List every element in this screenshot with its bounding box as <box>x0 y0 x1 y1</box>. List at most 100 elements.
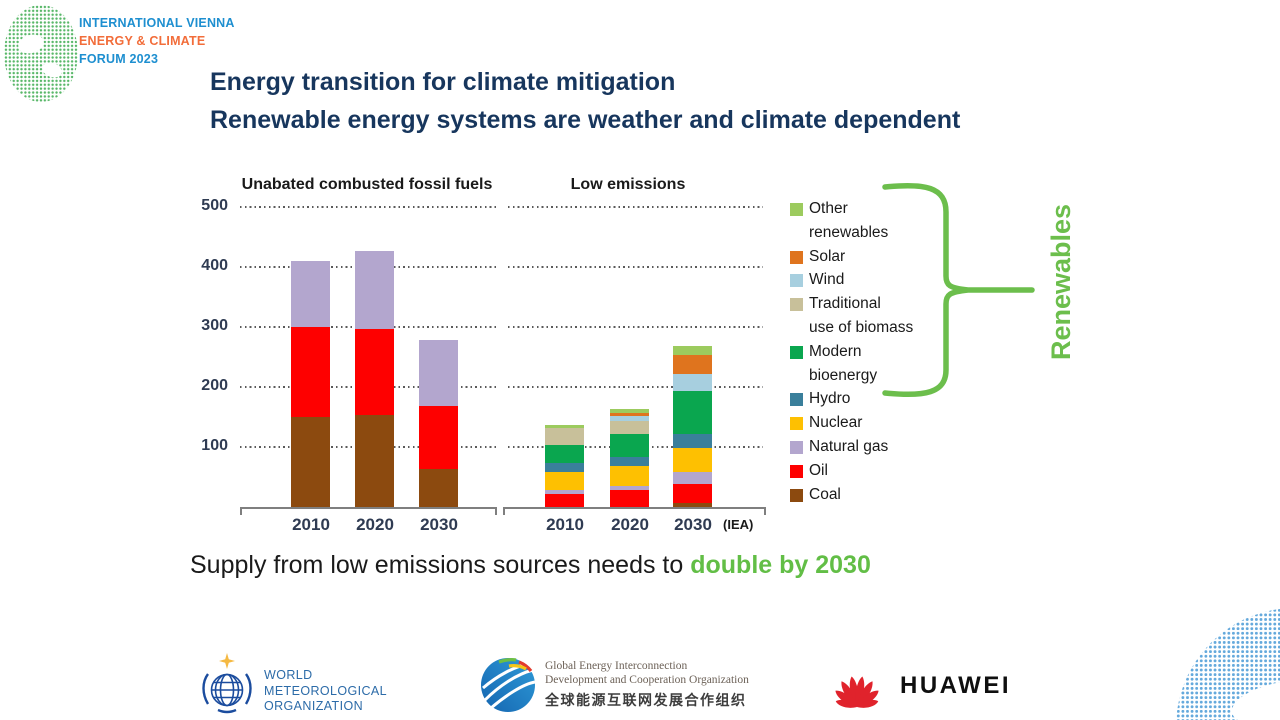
legend-item-hydro: Hydro <box>790 387 940 411</box>
y-axis-tick-300: 300 <box>201 317 228 334</box>
statement: Supply from low emissions sources needs … <box>190 551 871 580</box>
bar-segment-natural_gas <box>419 340 458 407</box>
bar-segment-coal <box>291 417 330 507</box>
y-axis-tick-100: 100 <box>201 437 228 454</box>
legend-item-wind: Wind <box>790 268 940 292</box>
globe-patch <box>40 60 64 80</box>
gridline-400 <box>508 266 763 268</box>
legend-swatch-wind <box>790 274 803 288</box>
statement-highlight: double by 2030 <box>690 551 871 579</box>
energy-supply-chart: (IEA) 500 400 300 200 100 Unabated combusted … <box>195 170 795 555</box>
wmo-emblem-icon <box>202 653 252 714</box>
renewables-label: Renewables <box>1046 203 1076 360</box>
legend-label-nuclear: Nuclear <box>809 414 863 432</box>
geidco-line1: Global Energy Interconnection <box>545 660 688 672</box>
legend-label-solar: Solar <box>809 247 846 265</box>
legend-swatch-solar <box>790 250 803 264</box>
bar-segment-natural_gas <box>673 471 712 485</box>
x-axis-baseline-1 <box>503 507 766 515</box>
legend-item-solar: Solar <box>790 245 940 269</box>
legend-item-nuclear: Nuclear <box>790 411 940 435</box>
x-axis-baseline-0 <box>240 507 497 515</box>
bar-segment-modern_bioenergy <box>545 444 584 464</box>
huawei-flower-icon <box>835 676 879 708</box>
geidco-globe-icon <box>481 658 536 712</box>
slide-title-line1: Energy transition for climate mitigation <box>210 68 676 96</box>
x-axis-label-2020: 2020 <box>356 515 394 534</box>
x-axis-label-2020: 2020 <box>611 515 649 534</box>
legend-item-coal: Coal <box>790 483 940 507</box>
bar-segment-coal <box>673 503 712 507</box>
geidco-logo: Global Energy Interconnection Developmen… <box>479 656 749 714</box>
forum-logo-text: INTERNATIONAL VIENNA ENERGY & CLIMATE FO… <box>79 14 235 68</box>
legend-item-oil: Oil <box>790 459 940 483</box>
globe-patch <box>16 31 46 57</box>
legend-swatch-natural_gas <box>790 440 803 454</box>
bar-segment-nuclear <box>673 447 712 472</box>
bar-segment-hydro <box>610 457 649 467</box>
legend-label-hydro: Hydro <box>809 390 851 408</box>
forum-logo-line2: ENERGY & CLIMATE <box>79 34 206 48</box>
globe-patch <box>1227 673 1280 720</box>
legend-swatch-oil <box>790 464 803 478</box>
stacked-bar-2020 <box>355 251 394 507</box>
bar-segment-natural_gas <box>610 486 649 490</box>
bar-segment-natural_gas <box>545 489 584 494</box>
bar-segment-other_renewables <box>610 409 649 414</box>
bar-segment-natural_gas <box>355 251 394 330</box>
bar-segment-solar <box>673 354 712 374</box>
bar-segment-coal <box>419 469 458 507</box>
forum-globe-icon <box>4 5 78 102</box>
stacked-bar-2030 <box>673 345 712 507</box>
y-axis-tick-500: 500 <box>201 197 228 214</box>
legend-item-modern_bioenergy: Modern bioenergy <box>790 340 940 388</box>
decorative-globe-icon <box>1176 608 1280 720</box>
legend-label-coal: Coal <box>809 485 841 503</box>
bar-segment-oil <box>545 493 584 507</box>
wmo-line1: WORLD <box>264 668 313 682</box>
legend-swatch-other_renewables <box>790 203 803 216</box>
stacked-bar-2030 <box>419 340 458 507</box>
x-axis-label-2030: 2030 <box>674 515 712 534</box>
geidco-line2: Development and Cooperation Organization <box>545 673 749 686</box>
slide-title-line2: Renewable energy systems are weather and… <box>210 106 961 134</box>
legend-swatch-modern_bioenergy <box>790 345 803 359</box>
legend-label-other_renewables: Other renewables <box>809 200 889 241</box>
slide-title: Energy transition for climate mitigation… <box>210 63 960 139</box>
bar-segment-hydro <box>545 463 584 472</box>
y-axis-tick-200: 200 <box>201 377 228 394</box>
legend-label-natural_gas: Natural gas <box>809 437 889 455</box>
bar-segment-oil <box>355 329 394 415</box>
huawei-wordmark: HUAWEI <box>900 672 1011 699</box>
legend-item-other_renewables: Other renewables <box>790 197 940 245</box>
bar-segment-modern_bioenergy <box>673 390 712 434</box>
chart-group-title: Unabated combusted fossil fuels <box>241 176 493 193</box>
x-axis-label-2030: 2030 <box>420 515 458 534</box>
forum-logo-line1: INTERNATIONAL VIENNA <box>79 16 235 30</box>
bar-segment-traditional_biomass <box>545 427 584 445</box>
legend-label-traditional_biomass: Traditional use of biomass <box>809 295 914 336</box>
legend-label-wind: Wind <box>809 271 845 289</box>
legend-label-modern_bioenergy: Modern bioenergy <box>809 342 878 384</box>
bar-segment-coal <box>355 414 394 507</box>
statement-prefix: Supply from low emissions sources needs … <box>190 551 691 579</box>
stacked-bar-2010 <box>545 424 584 507</box>
wmo-text: WORLD METEOROLOGICAL ORGANIZATION <box>264 668 387 716</box>
legend-item-natural_gas: Natural gas <box>790 435 940 459</box>
geidco-line3: 全球能源互联网发展合作组织 <box>545 692 747 708</box>
bar-segment-other_renewables <box>673 345 712 355</box>
bar-segment-oil <box>673 484 712 504</box>
bar-segment-modern_bioenergy <box>610 434 649 458</box>
legend-swatch-traditional_biomass <box>790 298 803 312</box>
geidco-text: Global Energy Interconnection Developmen… <box>545 660 749 714</box>
gridline-200 <box>508 386 763 388</box>
bar-segment-hydro <box>673 433 712 448</box>
gridline-500 <box>240 206 496 208</box>
chart-group-title: Low emissions <box>570 176 686 193</box>
bar-segment-solar <box>610 413 649 417</box>
legend-label-oil: Oil <box>809 461 828 479</box>
bar-segment-nuclear <box>545 471 584 490</box>
bar-segment-natural_gas <box>291 261 330 327</box>
bar-segment-wind <box>610 416 649 421</box>
